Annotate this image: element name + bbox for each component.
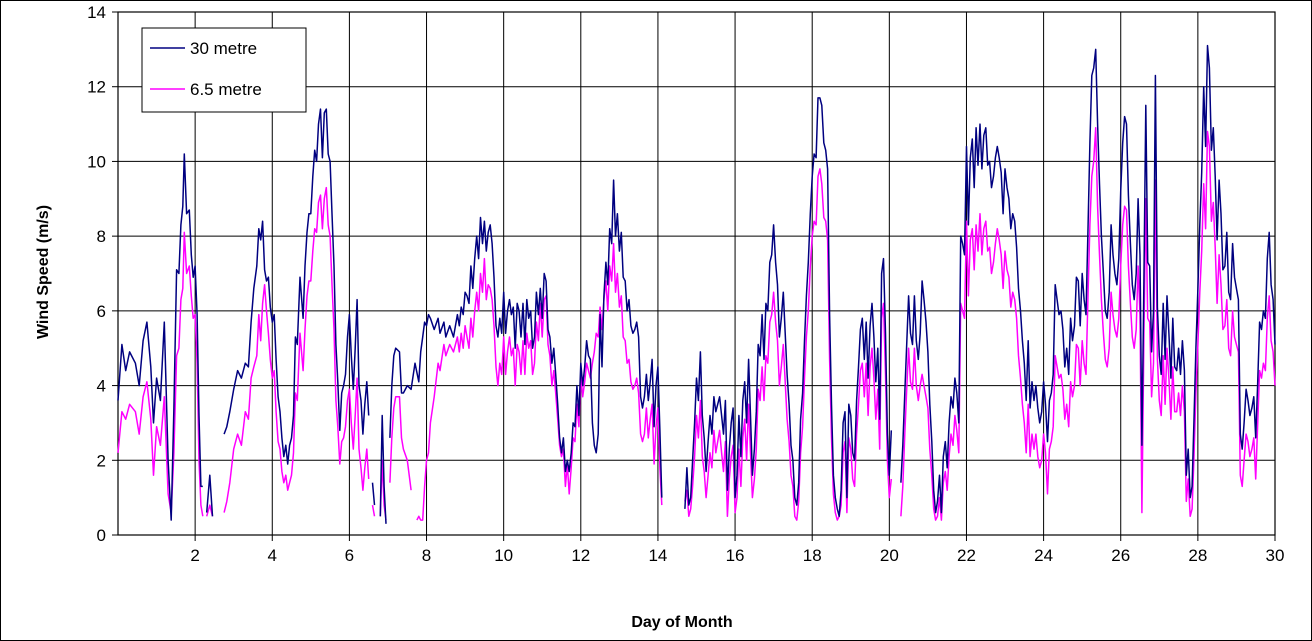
y-tick-label: 4 bbox=[97, 377, 106, 396]
x-tick-label: 20 bbox=[880, 546, 899, 565]
series-line-30-metre bbox=[117, 44, 1276, 524]
y-tick-label: 0 bbox=[97, 526, 106, 545]
legend-label-6-5m: 6.5 metre bbox=[190, 80, 262, 99]
x-tick-label: 28 bbox=[1188, 546, 1207, 565]
x-tick-label: 2 bbox=[190, 546, 199, 565]
x-tick-label: 4 bbox=[268, 546, 277, 565]
y-axis-title: Wind Speed (m/s) bbox=[35, 205, 52, 339]
x-axis-ticks: 2 4 6 8 10 12 14 16 18 20 22 24 26 28 30 bbox=[190, 535, 1284, 565]
x-axis-title: Day of Month bbox=[631, 614, 732, 631]
y-tick-label: 6 bbox=[97, 302, 106, 321]
x-tick-label: 24 bbox=[1034, 546, 1053, 565]
plot-area bbox=[117, 11, 1276, 536]
y-tick-label: 8 bbox=[97, 227, 106, 246]
x-tick-label: 30 bbox=[1266, 546, 1285, 565]
x-tick-label: 16 bbox=[726, 546, 745, 565]
series-line-6-5-metre bbox=[117, 127, 1276, 521]
legend-label-30m: 30 metre bbox=[190, 39, 257, 58]
x-tick-label: 18 bbox=[803, 546, 822, 565]
y-tick-label: 10 bbox=[87, 152, 106, 171]
y-tick-label: 2 bbox=[97, 451, 106, 470]
x-tick-label: 14 bbox=[648, 546, 667, 565]
y-tick-label: 14 bbox=[87, 3, 106, 22]
legend-box bbox=[141, 27, 307, 113]
legend: 30 metre 6.5 metre bbox=[141, 27, 307, 113]
x-tick-label: 8 bbox=[422, 546, 431, 565]
x-tick-label: 26 bbox=[1111, 546, 1130, 565]
x-tick-label: 6 bbox=[345, 546, 354, 565]
x-tick-label: 12 bbox=[571, 546, 590, 565]
x-tick-label: 22 bbox=[957, 546, 976, 565]
y-tick-label: 12 bbox=[87, 78, 106, 97]
y-axis-ticks: 0 2 4 6 8 10 12 14 bbox=[87, 3, 118, 545]
x-tick-label: 10 bbox=[494, 546, 513, 565]
series-lines bbox=[117, 44, 1276, 524]
